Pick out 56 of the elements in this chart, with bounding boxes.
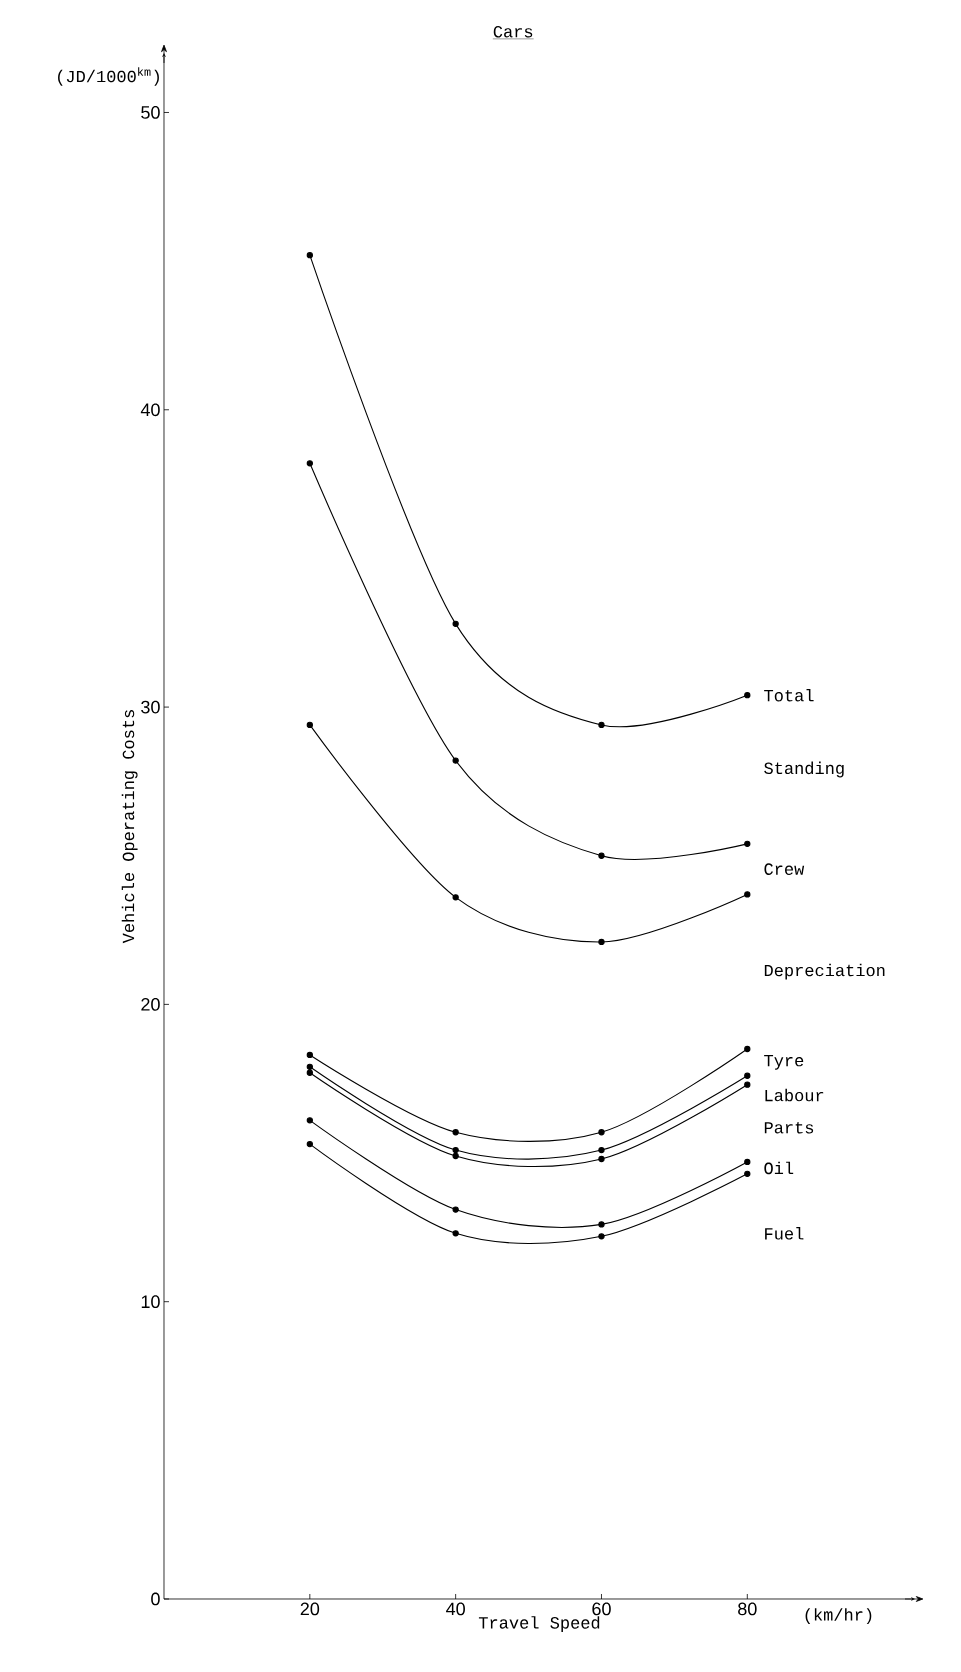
point bbox=[744, 840, 751, 847]
x-tick-label: 40 bbox=[446, 1602, 465, 1616]
point bbox=[452, 1206, 459, 1213]
annotation: Crew bbox=[764, 863, 805, 875]
point bbox=[306, 252, 313, 259]
point bbox=[306, 1069, 313, 1076]
annotation: Tyre bbox=[764, 1055, 804, 1070]
annotation: Fuel bbox=[765, 1227, 804, 1240]
point bbox=[744, 1158, 751, 1166]
point bbox=[452, 1230, 459, 1237]
point bbox=[744, 891, 751, 898]
point bbox=[306, 721, 313, 729]
point bbox=[744, 1081, 751, 1088]
x-axis-title: Travel Speed bbox=[478, 1616, 600, 1632]
point bbox=[306, 1140, 313, 1148]
annotation: Labour bbox=[765, 1088, 824, 1102]
point bbox=[452, 620, 459, 627]
point bbox=[598, 852, 605, 859]
y-tick-label: 10 bbox=[141, 1295, 160, 1309]
point bbox=[306, 460, 313, 467]
y-tick-label: 0 bbox=[151, 1592, 160, 1606]
point bbox=[744, 1072, 751, 1079]
point bbox=[598, 938, 605, 946]
y-tick-label: 50 bbox=[141, 106, 160, 119]
point bbox=[744, 1045, 751, 1053]
x-tick-label: 20 bbox=[300, 1602, 320, 1616]
point bbox=[598, 1146, 605, 1154]
point bbox=[744, 1170, 751, 1177]
point bbox=[598, 1233, 605, 1240]
point bbox=[306, 1117, 313, 1124]
x-tick-label: 60 bbox=[592, 1602, 611, 1616]
point bbox=[452, 757, 459, 764]
point bbox=[306, 1063, 313, 1070]
point bbox=[598, 721, 605, 729]
y-tick-label: 20 bbox=[141, 998, 160, 1011]
annotation: Oil bbox=[764, 1161, 794, 1175]
annotation: Parts bbox=[764, 1122, 814, 1134]
y-tick-label: 40 bbox=[140, 403, 160, 417]
point bbox=[452, 894, 459, 901]
text: (JD/1000$^{km}$) bbox=[58, 67, 159, 86]
y-axis-title: Vehicle Operating Costs bbox=[121, 710, 138, 944]
chart-title: Cars bbox=[493, 25, 533, 38]
x-tick-label: 80 bbox=[738, 1602, 757, 1616]
point bbox=[598, 1129, 605, 1136]
annotation: Depreciation bbox=[764, 963, 885, 980]
point bbox=[744, 692, 751, 699]
point bbox=[598, 1221, 605, 1228]
point bbox=[598, 1155, 605, 1163]
annotation: Standing bbox=[764, 761, 844, 778]
y-tick-label: 30 bbox=[141, 700, 160, 714]
point bbox=[306, 1051, 313, 1059]
point bbox=[452, 1146, 459, 1154]
annotation: Total bbox=[764, 688, 814, 702]
text: (km/hr) bbox=[805, 1608, 872, 1625]
point bbox=[452, 1129, 459, 1136]
point bbox=[452, 1152, 459, 1160]
